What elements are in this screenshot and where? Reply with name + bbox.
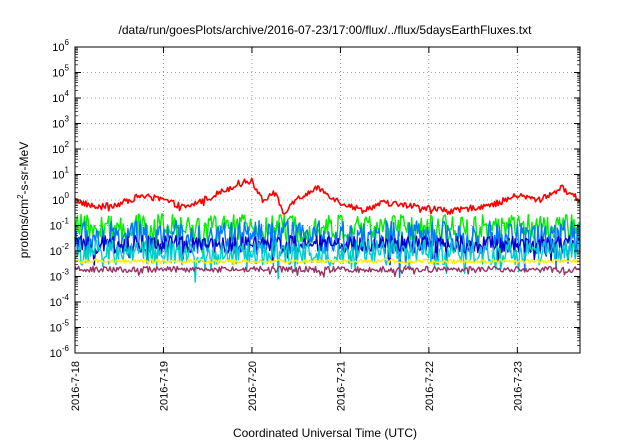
y-tick-label: 102 — [52, 140, 69, 156]
x-tick-label: 2016-7-21 — [335, 361, 347, 411]
y-axis-label: protons/cm2-s-sr-MeV — [16, 142, 31, 258]
y-label-part: protons/cm — [17, 199, 31, 258]
x-tick-label: 2016-7-18 — [70, 361, 82, 411]
series-line — [74, 265, 581, 278]
y-tick-label: 101 — [52, 166, 69, 182]
x-tick-label: 2016-7-23 — [512, 361, 524, 411]
y-tick-label: 10-5 — [50, 319, 70, 335]
y-tick-label: 104 — [52, 89, 69, 105]
y-tick-label: 106 — [52, 38, 69, 54]
y-tick-label: 10-4 — [50, 293, 70, 309]
x-tick-labels: 2016-7-18 2016-7-19 2016-7-20 2016-7-21 2016… — [70, 361, 524, 411]
y-tick-label: 103 — [52, 115, 69, 131]
y-tick-labels: 10-6 10-5 10-4 10-3 10-2 10-1 100 101 102 103 104 1… — [50, 38, 70, 360]
x-tick-label: 2016-7-19 — [158, 361, 170, 411]
series-line — [74, 213, 581, 262]
y-tick-label: 10-6 — [50, 344, 70, 360]
y-tick-label: 10-2 — [50, 242, 70, 258]
axis-ticks — [74, 46, 580, 354]
chart-title: /data/run/goesPlots/archive/2016-07-23/1… — [119, 23, 533, 37]
y-tick-label: 100 — [52, 191, 69, 207]
y-tick-label: 10-3 — [50, 268, 70, 284]
y-label-part: -s-sr-MeV — [17, 142, 31, 195]
x-tick-label: 2016-7-20 — [247, 361, 259, 411]
series-line — [74, 258, 581, 267]
y-label-sup: 2 — [16, 194, 25, 199]
y-tick-label: 10-1 — [50, 217, 70, 233]
x-tick-label: 2016-7-22 — [424, 361, 436, 411]
series-line — [74, 239, 581, 283]
series-layer — [74, 177, 581, 283]
x-axis-label: Coordinated Universal Time (UTC) — [233, 426, 417, 440]
series-line — [74, 177, 581, 215]
y-tick-label: 105 — [52, 64, 69, 80]
